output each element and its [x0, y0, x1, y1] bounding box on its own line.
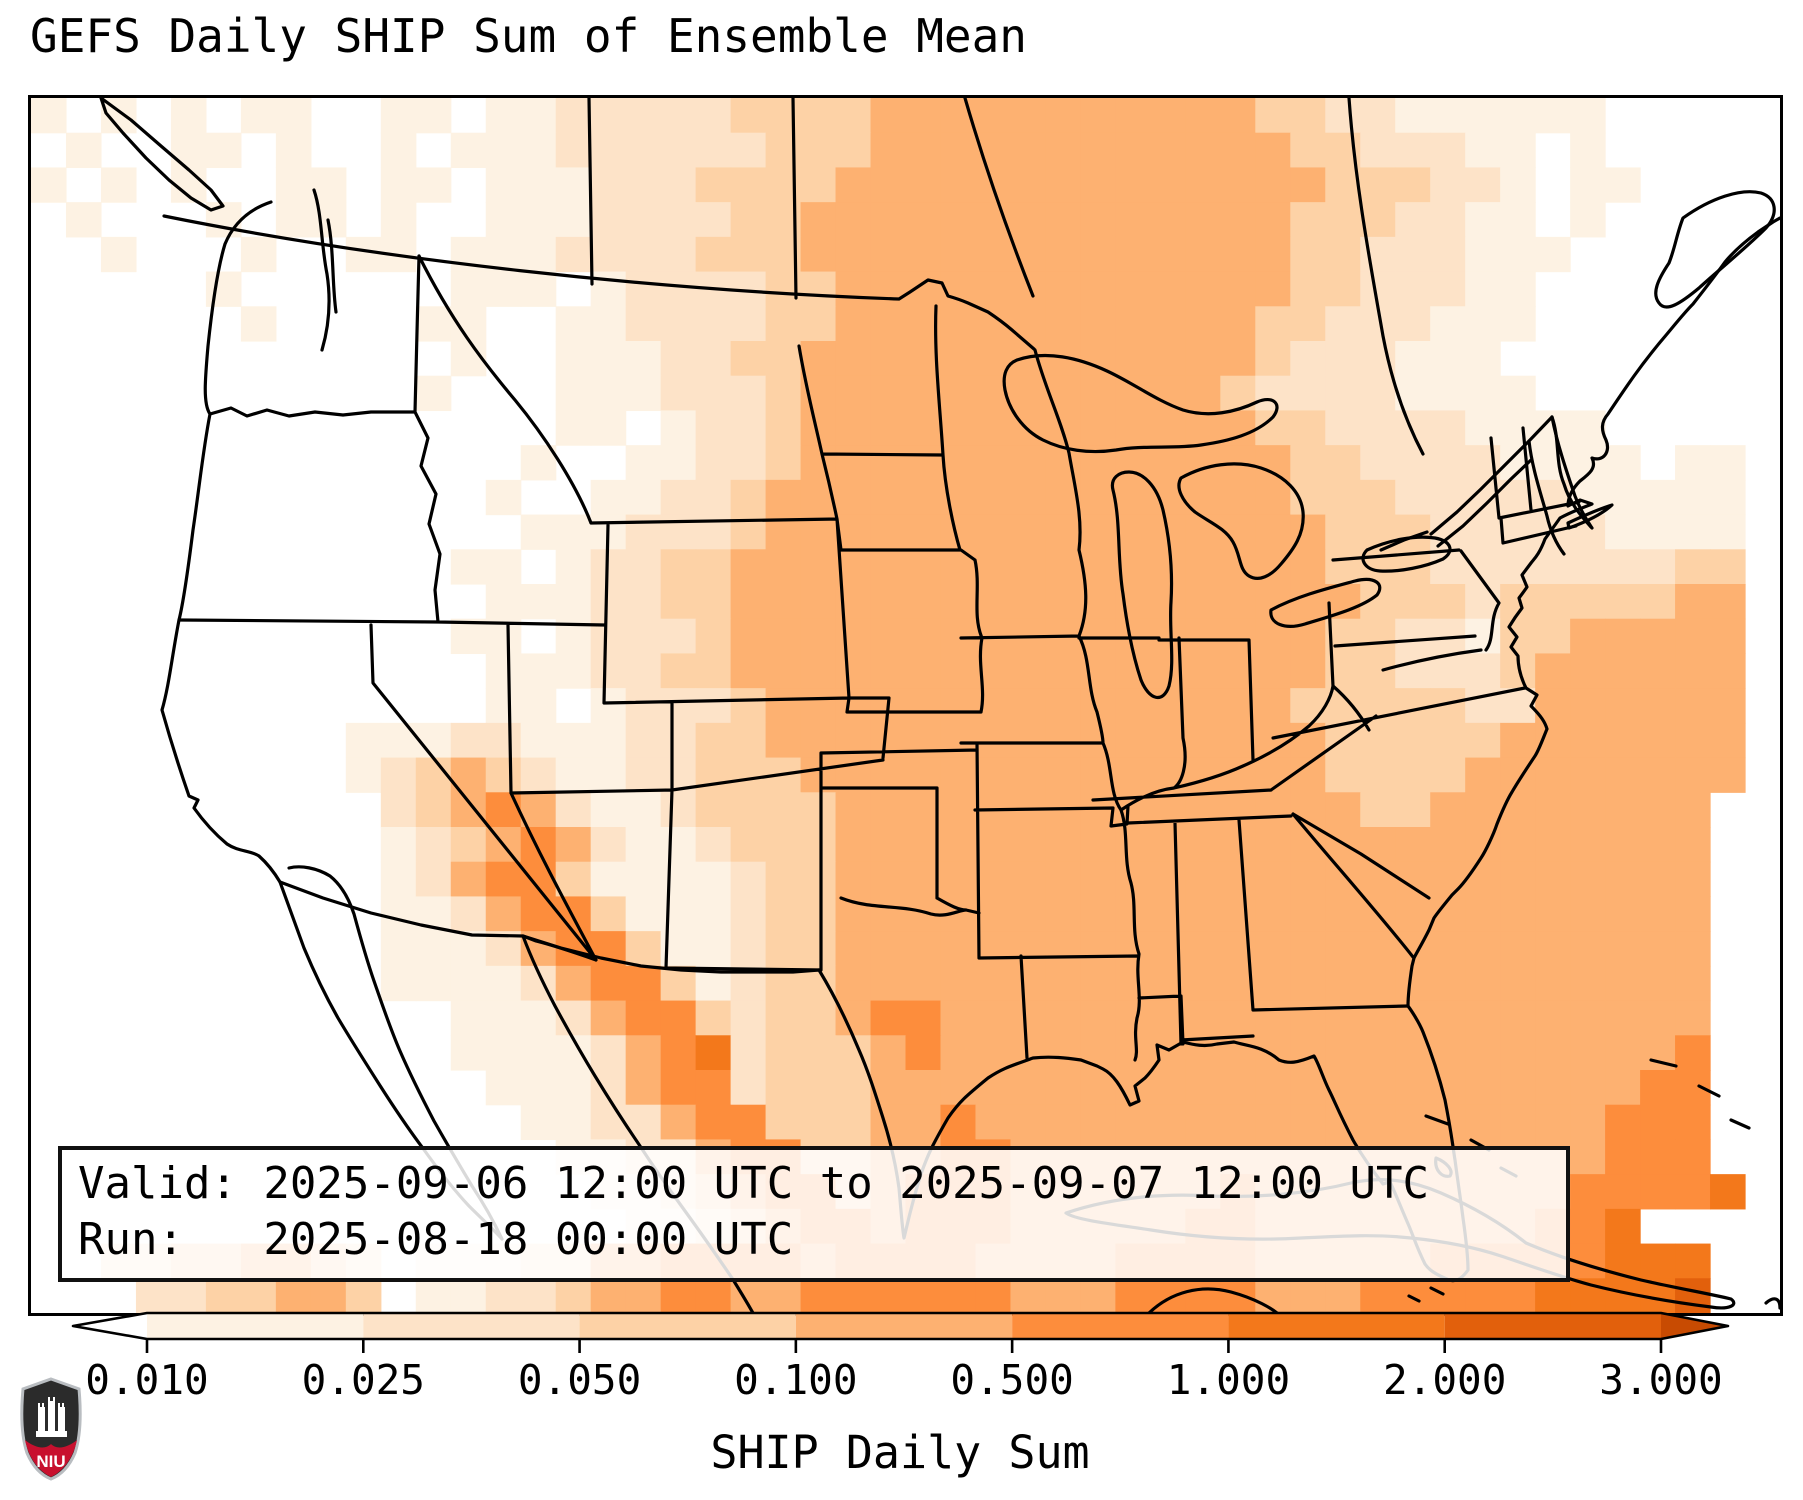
map-panel: Valid: 2025-09-06 12:00 UTC to 2025-09-0…	[28, 95, 1783, 1316]
valid-line: Valid: 2025-09-06 12:00 UTC to 2025-09-0…	[78, 1158, 1430, 1209]
conus-ship-map	[31, 98, 1780, 1313]
niu-castle-icon	[36, 1397, 67, 1437]
run-line: Run: 2025-08-18 00:00 UTC	[78, 1214, 794, 1265]
niu-red-band	[25, 1440, 77, 1477]
figure-title: GEFS Daily SHIP Sum of Ensemble Mean	[30, 9, 1027, 63]
niu-logo-text: NIU	[36, 1452, 65, 1471]
colorbar	[71, 1311, 1730, 1353]
colorbar-tick-label: 3.000	[1599, 1356, 1723, 1404]
colorbar-tick-label: 0.010	[85, 1356, 209, 1404]
province-borders-path	[587, 98, 1425, 456]
colorbar-axis-label: SHIP Daily Sum	[710, 1426, 1090, 1479]
colorbar-tick-label: 0.050	[517, 1356, 642, 1404]
niu-logo: NIU	[20, 1377, 82, 1481]
colorbar-tick-label: 0.025	[301, 1356, 425, 1404]
valid-run-box: Valid: 2025-09-06 12:00 UTC to 2025-09-0…	[58, 1146, 1570, 1282]
colorbar-tick-labels: 0.010 0.025 0.050 0.100 0.500 1.000 2.000 3.000	[0, 1356, 1803, 1406]
colorbar-tick-label: 2.000	[1382, 1356, 1507, 1404]
puget-sound-path	[312, 188, 338, 352]
colorbar-tick-label: 0.100	[734, 1356, 858, 1404]
colorbar-tick-label: 1.000	[1166, 1356, 1291, 1404]
colorbar-tick-label: 0.500	[950, 1356, 1074, 1404]
great-lakes-path	[1002, 353, 1452, 699]
state-borders-path	[177, 254, 1594, 1062]
